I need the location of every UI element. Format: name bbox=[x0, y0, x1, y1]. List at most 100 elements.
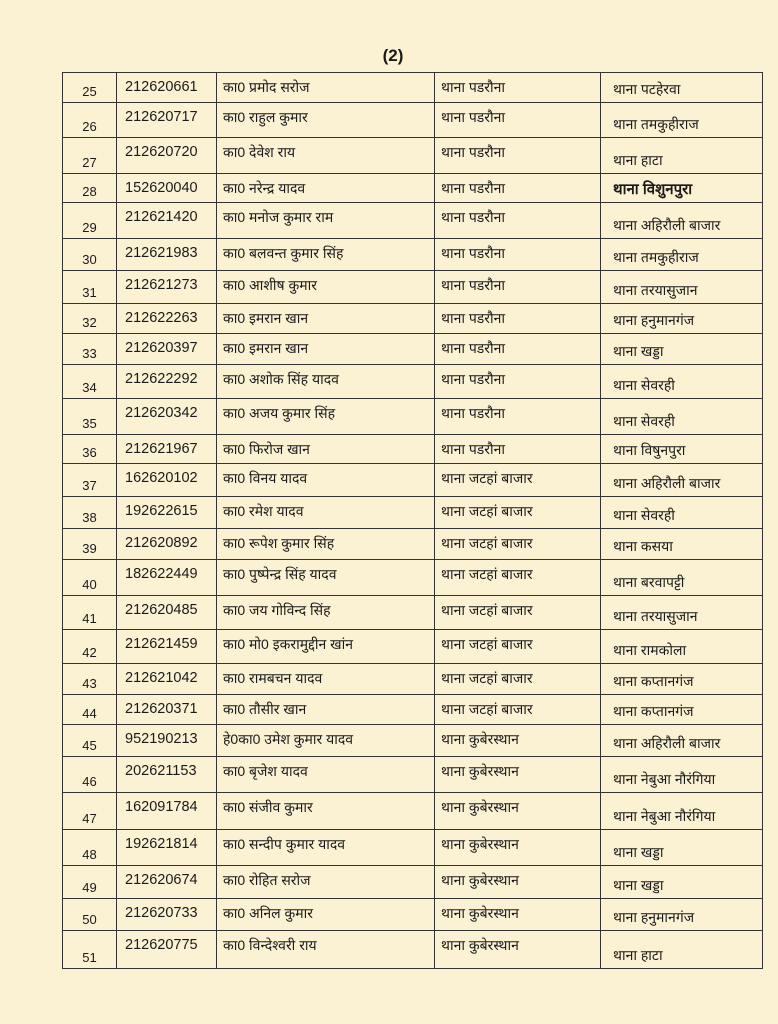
table-row: 35 212620342 का0 अजय कुमार सिंह थाना पडरौना… bbox=[62, 398, 763, 435]
serial-number-cell: 47 bbox=[62, 792, 117, 830]
current-posting-cell: थाना कुबेरस्थान bbox=[434, 930, 601, 969]
pno-number-cell: 212620397 bbox=[116, 333, 217, 365]
employee-name-cell: का0 इमरान खान bbox=[216, 303, 435, 334]
employee-name-cell: का0 रोहित सरोज bbox=[216, 865, 435, 899]
current-posting-cell: थाना जटहां बाजार bbox=[434, 528, 601, 560]
pno-number-cell: 212621042 bbox=[116, 663, 217, 695]
employee-name-cell: का0 राहुल कुमार bbox=[216, 102, 435, 138]
pno-number-cell: 212622292 bbox=[116, 364, 217, 399]
serial-number-cell: 36 bbox=[62, 434, 117, 464]
current-posting-cell: थाना जटहां बाजार bbox=[434, 694, 601, 725]
table-row: 28 152620040 का0 नरेन्द्र यादव थाना पडरौना थ… bbox=[62, 173, 763, 203]
new-posting-cell: थाना सेवरही bbox=[600, 364, 763, 399]
new-posting-cell: थाना कसया bbox=[600, 528, 763, 560]
page-number-label: (2) bbox=[382, 46, 404, 65]
employee-name-cell: का0 विन्देश्वरी राय bbox=[216, 930, 435, 969]
pno-number-cell: 212620892 bbox=[116, 528, 217, 560]
table-row: 43 212621042 का0 रामबचन यादव थाना जटहां बाज… bbox=[62, 663, 763, 695]
serial-number-cell: 33 bbox=[62, 333, 117, 365]
serial-number-cell: 38 bbox=[62, 496, 117, 529]
employee-name-cell: का0 मो0 इकरामुद्दीन खांन bbox=[216, 629, 435, 664]
current-posting-cell: थाना पडरौना bbox=[434, 202, 601, 239]
new-posting-cell: थाना सेवरही bbox=[600, 398, 763, 435]
pno-number-cell: 212620485 bbox=[116, 595, 217, 630]
current-posting-cell: थाना पडरौना bbox=[434, 398, 601, 435]
current-posting-cell: थाना जटहां बाजार bbox=[434, 663, 601, 695]
table-row: 45 952190213 हे0का0 उमेश कुमार यादव थाना कु… bbox=[62, 724, 763, 757]
employee-name-cell: का0 अनिल कुमार bbox=[216, 898, 435, 931]
current-posting-cell: थाना जटहां बाजार bbox=[434, 559, 601, 596]
current-posting-cell: थाना जटहां बाजार bbox=[434, 595, 601, 630]
current-posting-cell: थाना पडरौना bbox=[434, 72, 601, 103]
table-row: 42 212621459 का0 मो0 इकरामुद्दीन खांन थाना … bbox=[62, 629, 763, 664]
table-row: 50 212620733 का0 अनिल कुमार थाना कुबेरस्थान… bbox=[62, 898, 763, 931]
new-posting-cell: थाना बरवापट्टी bbox=[600, 559, 763, 596]
new-posting-cell: थाना तरयासुजान bbox=[600, 595, 763, 630]
employee-name-cell: का0 प्रमोद सरोज bbox=[216, 72, 435, 103]
table-row: 49 212620674 का0 रोहित सरोज थाना कुबेरस्थान… bbox=[62, 865, 763, 899]
new-posting-cell: थाना कप्तानगंज bbox=[600, 663, 763, 695]
table-row: 36 212621967 का0 फिरोज खान थाना पडरौना थाना … bbox=[62, 434, 763, 464]
new-posting-cell: थाना तरयासुजान bbox=[600, 270, 763, 304]
employee-name-cell: का0 जय गोविन्द सिंह bbox=[216, 595, 435, 630]
pno-number-cell: 212620661 bbox=[116, 72, 217, 103]
new-posting-cell: थाना विषुनपुरा bbox=[600, 434, 763, 464]
employee-name-cell: का0 देवेश राय bbox=[216, 137, 435, 174]
table-row: 38 192622615 का0 रमेश यादव थाना जटहां बाजार… bbox=[62, 496, 763, 529]
pno-number-cell: 212621273 bbox=[116, 270, 217, 304]
transfer-table: 25 212620661 का0 प्रमोद सरोज थाना पडरौना थान… bbox=[62, 72, 763, 969]
pno-number-cell: 162620102 bbox=[116, 463, 217, 497]
new-posting-cell: थाना अहिरौली बाजार bbox=[600, 202, 763, 239]
serial-number-cell: 31 bbox=[62, 270, 117, 304]
pno-number-cell: 212621459 bbox=[116, 629, 217, 664]
serial-number-cell: 50 bbox=[62, 898, 117, 931]
serial-number-cell: 45 bbox=[62, 724, 117, 757]
pno-number-cell: 212620733 bbox=[116, 898, 217, 931]
table-row: 39 212620892 का0 रूपेश कुमार सिंह थाना जटहा… bbox=[62, 528, 763, 560]
new-posting-cell: थाना नेबुआ नौरंगिया bbox=[600, 756, 763, 793]
pno-number-cell: 212620674 bbox=[116, 865, 217, 899]
new-posting-cell: थाना कप्तानगंज bbox=[600, 694, 763, 725]
current-posting-cell: थाना जटहां बाजार bbox=[434, 463, 601, 497]
new-posting-cell: थाना हनुमानगंज bbox=[600, 898, 763, 931]
employee-name-cell: हे0का0 उमेश कुमार यादव bbox=[216, 724, 435, 757]
table-row: 29 212621420 का0 मनोज कुमार राम थाना पडरौना… bbox=[62, 202, 763, 239]
new-posting-cell: थाना हाटा bbox=[600, 137, 763, 174]
serial-number-cell: 48 bbox=[62, 829, 117, 866]
new-posting-cell: थाना तमकुहीराज bbox=[600, 238, 763, 271]
table-row: 44 212620371 का0 तौसीर खान थाना जटहां बाजार… bbox=[62, 694, 763, 725]
current-posting-cell: थाना कुबेरस्थान bbox=[434, 756, 601, 793]
current-posting-cell: थाना कुबेरस्थान bbox=[434, 792, 601, 830]
table-row: 37 162620102 का0 विनय यादव थाना जटहां बाजार… bbox=[62, 463, 763, 497]
serial-number-cell: 37 bbox=[62, 463, 117, 497]
pno-number-cell: 212620371 bbox=[116, 694, 217, 725]
current-posting-cell: थाना पडरौना bbox=[434, 238, 601, 271]
employee-name-cell: का0 नरेन्द्र यादव bbox=[216, 173, 435, 203]
table-row: 46 202621153 का0 बृजेश यादव थाना कुबेरस्थान… bbox=[62, 756, 763, 793]
employee-name-cell: का0 अशोक सिंह यादव bbox=[216, 364, 435, 399]
employee-name-cell: का0 विनय यादव bbox=[216, 463, 435, 497]
pno-number-cell: 212621983 bbox=[116, 238, 217, 271]
employee-name-cell: का0 पुष्पेन्द्र सिंह यादव bbox=[216, 559, 435, 596]
current-posting-cell: थाना पडरौना bbox=[434, 434, 601, 464]
table-row: 51 212620775 का0 विन्देश्वरी राय थाना कुबेर… bbox=[62, 930, 763, 969]
current-posting-cell: थाना पडरौना bbox=[434, 364, 601, 399]
employee-name-cell: का0 रूपेश कुमार सिंह bbox=[216, 528, 435, 560]
current-posting-cell: थाना पडरौना bbox=[434, 173, 601, 203]
table-row: 40 182622449 का0 पुष्पेन्द्र सिंह यादव थाना… bbox=[62, 559, 763, 596]
new-posting-cell: थाना सेवरही bbox=[600, 496, 763, 529]
current-posting-cell: थाना कुबेरस्थान bbox=[434, 724, 601, 757]
current-posting-cell: थाना पडरौना bbox=[434, 102, 601, 138]
serial-number-cell: 27 bbox=[62, 137, 117, 174]
employee-name-cell: का0 अजय कुमार सिंह bbox=[216, 398, 435, 435]
employee-name-cell: का0 बलवन्त कुमार सिंह bbox=[216, 238, 435, 271]
pno-number-cell: 212620775 bbox=[116, 930, 217, 969]
current-posting-cell: थाना कुबेरस्थान bbox=[434, 829, 601, 866]
pno-number-cell: 212622263 bbox=[116, 303, 217, 334]
serial-number-cell: 34 bbox=[62, 364, 117, 399]
employee-name-cell: का0 इमरान खान bbox=[216, 333, 435, 365]
new-posting-cell: थाना हाटा bbox=[600, 930, 763, 969]
new-posting-cell: थाना नेबुआ नौरंगिया bbox=[600, 792, 763, 830]
current-posting-cell: थाना जटहां बाजार bbox=[434, 629, 601, 664]
serial-number-cell: 49 bbox=[62, 865, 117, 899]
